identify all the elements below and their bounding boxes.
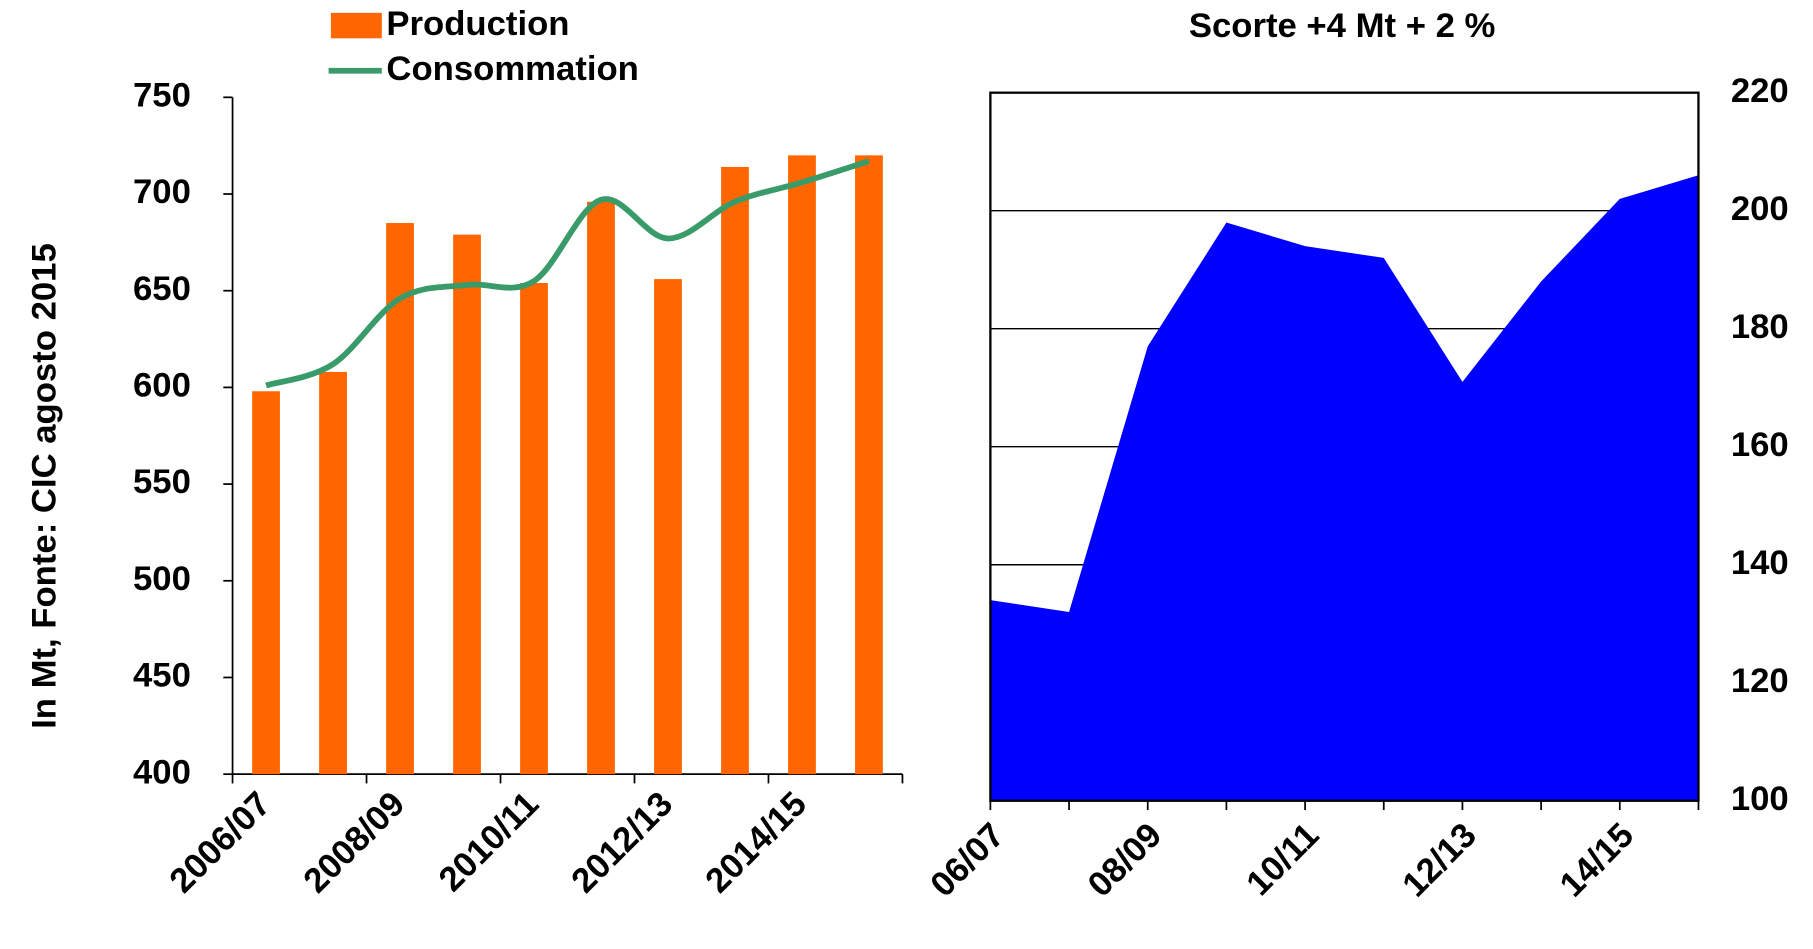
line — [265, 158, 870, 389]
y-tick-label: 700 — [133, 173, 191, 211]
y-tick-label: 550 — [133, 463, 191, 501]
x-tick-label: 2010/11 — [432, 785, 546, 899]
bar — [319, 371, 347, 775]
y-axis-label: In Mt, Fonte: CIC agosto 2015 — [25, 243, 63, 729]
plot-frame — [989, 91, 1700, 802]
chart-title: Scorte +4 Mt + 2 % — [1189, 7, 1496, 45]
y-tick-label: 160 — [1731, 426, 1789, 464]
x-tick-label: 2012/13 — [565, 785, 681, 901]
y-tick-label: 400 — [133, 753, 191, 791]
y-tick-label: 220 — [1731, 72, 1789, 110]
y-tick-label: 120 — [1731, 662, 1789, 700]
y-tick-label: 100 — [1731, 780, 1789, 818]
y-tick-label: 750 — [133, 76, 191, 114]
bar — [721, 166, 749, 775]
y-tick-label: 600 — [133, 367, 191, 405]
y-tick-label: 180 — [1731, 308, 1789, 346]
x-tick-label: 06/07 — [924, 816, 1012, 904]
area — [990, 175, 1699, 801]
bar — [520, 282, 548, 775]
bar — [788, 155, 816, 775]
x-tick-label: 14/15 — [1553, 816, 1641, 904]
y-tick-label: 650 — [133, 270, 191, 308]
y-tick-label: 200 — [1731, 190, 1789, 228]
x-tick-label: 2014/15 — [699, 785, 815, 901]
bar — [587, 201, 615, 775]
bar — [386, 223, 414, 775]
y-tick-label: 500 — [133, 560, 191, 598]
y-tick-label: 450 — [133, 657, 191, 695]
x-tick-label: 08/09 — [1081, 816, 1169, 904]
x-tick-label: 2006/07 — [163, 785, 279, 901]
bar — [654, 279, 682, 775]
legend-label: Consommation — [386, 50, 638, 88]
bar — [855, 155, 883, 775]
y-tick-label: 140 — [1731, 544, 1789, 582]
x-tick-label: 12/13 — [1396, 816, 1484, 904]
bar — [453, 234, 481, 775]
x-tick-label: 10/11 — [1240, 816, 1327, 903]
bar — [252, 391, 280, 775]
legend-label: Production — [386, 5, 569, 43]
legend-swatch — [330, 12, 382, 39]
x-tick-label: 2008/09 — [297, 785, 413, 901]
